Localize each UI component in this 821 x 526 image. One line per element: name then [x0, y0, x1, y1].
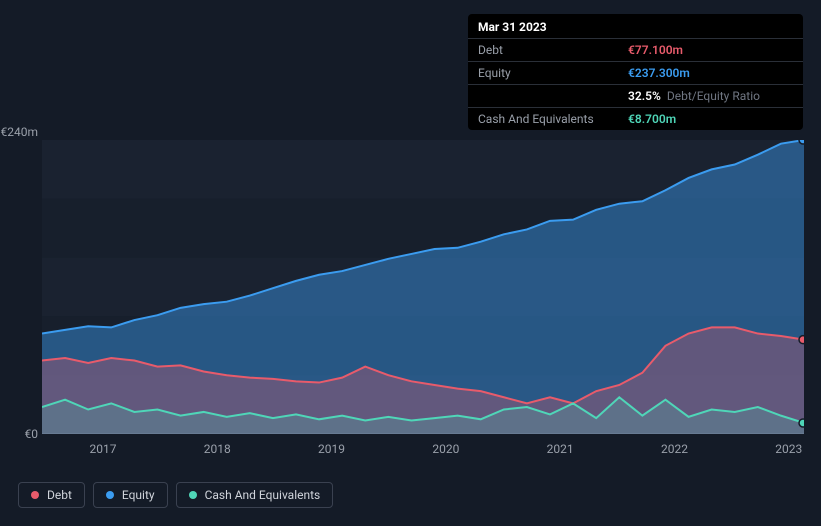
- x-axis-label: 2020: [432, 442, 459, 456]
- tooltip-date: Mar 31 2023: [468, 14, 803, 39]
- chart-tooltip: Mar 31 2023Debt€77.100mEquity€237.300m32…: [468, 14, 803, 130]
- legend-item[interactable]: Cash And Equivalents: [176, 482, 334, 508]
- tooltip-value: 32.5%: [628, 89, 661, 103]
- tooltip-row: Cash And Equivalents€8.700m: [468, 108, 803, 130]
- x-axis-label: 2022: [661, 442, 688, 456]
- legend-color-icon: [189, 491, 197, 499]
- chart-legend: Debt Equity Cash And Equivalents: [18, 482, 333, 508]
- tooltip-row: 32.5% Debt/Equity Ratio: [468, 85, 803, 108]
- tooltip-value: €77.100m: [628, 43, 683, 57]
- tooltip-value: €237.300m: [628, 66, 690, 80]
- x-axis-label: 2017: [89, 442, 116, 456]
- tooltip-label: Cash And Equivalents: [478, 112, 628, 126]
- y-axis-label: €240m: [1, 125, 39, 139]
- tooltip-row: Equity€237.300m: [468, 62, 803, 85]
- tooltip-label: Equity: [478, 66, 628, 80]
- series-end-marker: [799, 336, 804, 344]
- legend-item[interactable]: Debt: [18, 482, 85, 508]
- legend-color-icon: [31, 491, 39, 499]
- legend-label: Equity: [122, 488, 155, 502]
- legend-label: Cash And Equivalents: [205, 488, 321, 502]
- area-chart: [42, 140, 804, 434]
- tooltip-value: €8.700m: [628, 112, 676, 126]
- legend-color-icon: [106, 491, 114, 499]
- tooltip-label: Debt: [478, 43, 628, 57]
- y-axis-label: €0: [25, 427, 39, 441]
- tooltip-subtext: Debt/Equity Ratio: [667, 89, 760, 103]
- x-axis-label: 2021: [547, 442, 574, 456]
- x-axis-label: 2019: [318, 442, 345, 456]
- x-axis-label: 2023: [775, 442, 802, 456]
- x-axis-label: 2018: [204, 442, 231, 456]
- series-end-marker: [799, 140, 804, 144]
- series-end-marker: [799, 419, 804, 427]
- legend-label: Debt: [47, 488, 72, 502]
- legend-item[interactable]: Equity: [93, 482, 168, 508]
- tooltip-row: Debt€77.100m: [468, 39, 803, 62]
